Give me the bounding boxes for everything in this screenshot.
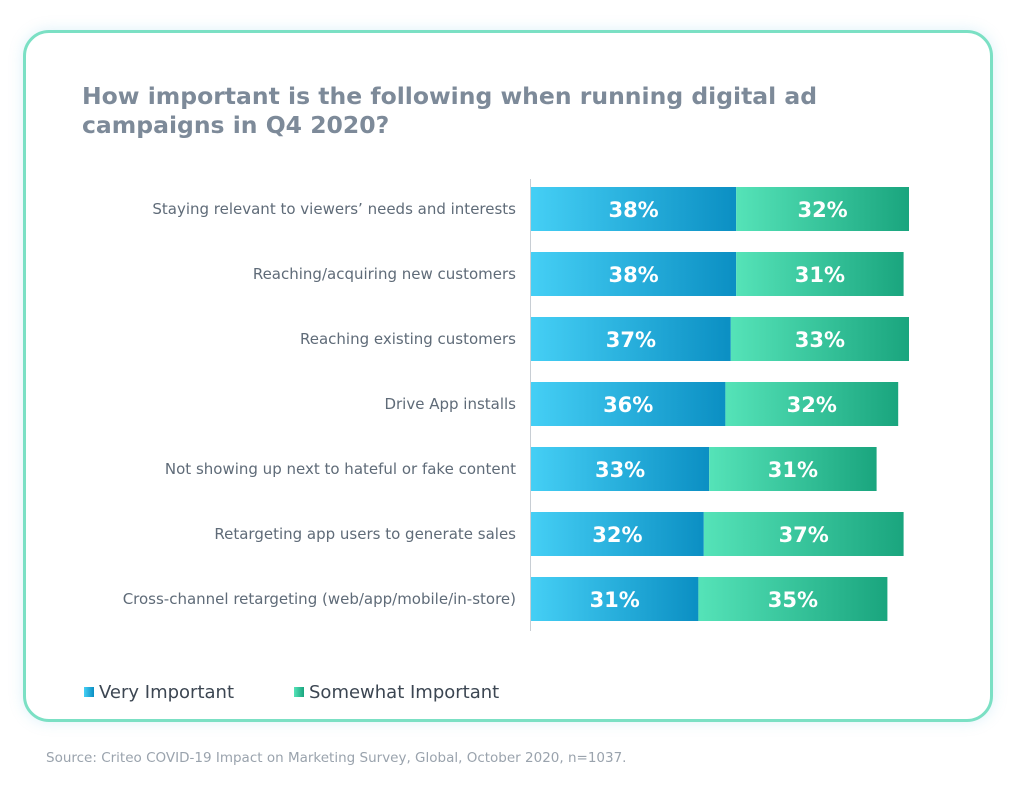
- legend-item-very-important: Very Important: [84, 682, 234, 703]
- bar-somewhat-important: [698, 577, 888, 621]
- data-label-very-important: 37%: [606, 328, 656, 352]
- legend-label-very-important: Very Important: [99, 681, 234, 703]
- data-label-somewhat-important: 32%: [797, 198, 847, 222]
- legend-label-somewhat-important: Somewhat Important: [309, 681, 500, 703]
- bar-somewhat-important: [703, 512, 904, 556]
- data-label-somewhat-important: 33%: [795, 328, 845, 352]
- bar-very-important: [531, 187, 737, 231]
- legend-swatch-very-important: [84, 687, 94, 697]
- category-label: Reaching existing customers: [300, 330, 516, 348]
- category-label: Drive App installs: [384, 395, 516, 413]
- data-label-somewhat-important: 37%: [779, 523, 829, 547]
- data-label-very-important: 33%: [595, 458, 645, 482]
- data-label-very-important: 38%: [608, 198, 658, 222]
- bar-somewhat-important: [736, 252, 904, 296]
- category-label: Cross-channel retargeting (web/app/mobil…: [123, 590, 516, 608]
- source-note: Source: Criteo COVID-19 Impact on Market…: [46, 750, 627, 766]
- data-label-somewhat-important: 35%: [768, 588, 818, 612]
- category-label: Reaching/acquiring new customers: [253, 265, 516, 283]
- data-label-somewhat-important: 32%: [787, 393, 837, 417]
- bar-somewhat-important: [730, 317, 909, 361]
- chart-title: How important is the following when runn…: [82, 82, 818, 139]
- category-label: Staying relevant to viewers’ needs and i…: [152, 200, 516, 218]
- data-label-somewhat-important: 31%: [795, 263, 845, 287]
- bar-very-important: [531, 252, 737, 296]
- data-label-very-important: 31%: [590, 588, 640, 612]
- legend-swatch-somewhat-important: [294, 687, 304, 697]
- category-label: Retargeting app users to generate sales: [214, 525, 516, 543]
- data-label-somewhat-important: 31%: [768, 458, 818, 482]
- category-label: Not showing up next to hateful or fake c…: [165, 460, 516, 478]
- legend: Very Important Somewhat Important: [84, 680, 559, 704]
- bar-somewhat-important: [725, 382, 899, 426]
- legend-item-somewhat-important: Somewhat Important: [294, 682, 499, 703]
- bar-very-important: [531, 382, 726, 426]
- bars-group: Staying relevant to viewers’ needs and i…: [123, 179, 909, 631]
- data-label-very-important: 36%: [603, 393, 653, 417]
- bar-somewhat-important: [709, 447, 877, 491]
- bar-very-important: [531, 317, 731, 361]
- data-label-very-important: 38%: [608, 263, 658, 287]
- bar-very-important: [531, 512, 704, 556]
- data-label-very-important: 32%: [592, 523, 642, 547]
- bar-somewhat-important: [736, 187, 909, 231]
- bar-very-important: [531, 447, 710, 491]
- bar-very-important: [531, 577, 699, 621]
